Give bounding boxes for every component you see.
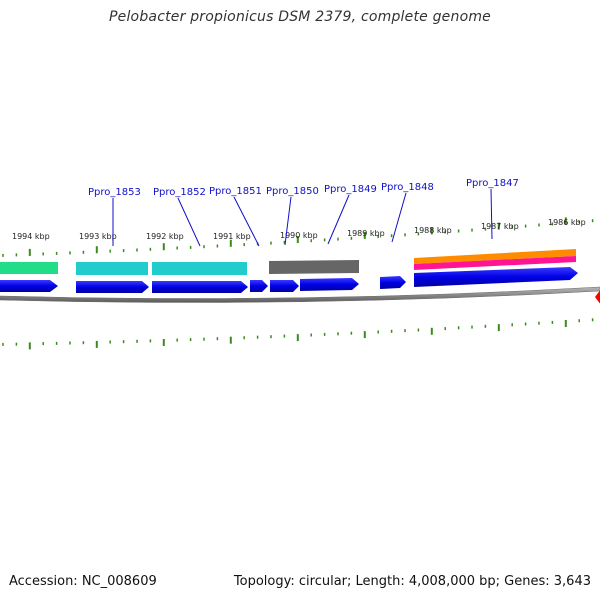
feature-bar-green[interactable] — [0, 262, 58, 274]
cds-arrow-6[interactable] — [300, 278, 359, 291]
kbp-label-1992: 1992 kbp — [146, 232, 184, 241]
kbp-label-1991: 1991 kbp — [213, 232, 251, 241]
cds-arrow-7[interactable] — [380, 276, 406, 289]
leader-line-1850 — [284, 196, 292, 246]
cds-arrow-3[interactable] — [152, 281, 248, 293]
genome-summary-text: Topology: circular; Length: 4,008,000 bp… — [233, 574, 591, 589]
feature-bars — [0, 249, 576, 275]
accession-text: Accession: NC_008609 — [9, 574, 157, 589]
feature-bar-cyan-2[interactable] — [152, 262, 247, 275]
cds-arrow-5[interactable] — [270, 280, 299, 292]
position-marker[interactable] — [595, 289, 600, 305]
kbp-label-1987: 1987 kbp — [481, 222, 519, 231]
label-leader-lines — [112, 188, 493, 247]
leader-line-1852 — [177, 197, 201, 247]
kbp-label-1988: 1988 kbp — [414, 226, 452, 235]
kbp-label-1993: 1993 kbp — [79, 232, 117, 241]
gene-labels: Ppro_1853 Ppro_1852 Ppro_1851 Ppro_1850 … — [88, 178, 519, 198]
kbp-scale-bottom — [2, 318, 594, 350]
feature-bar-cyan-1[interactable] — [76, 262, 148, 275]
gene-label-ppro-1848[interactable]: Ppro_1848 — [381, 182, 434, 193]
gene-label-ppro-1847[interactable]: Ppro_1847 — [466, 178, 519, 189]
leader-line-1848 — [391, 192, 407, 243]
kbp-label-1989: 1989 kbp — [347, 229, 385, 238]
feature-bar-orange[interactable] — [414, 249, 576, 264]
feature-bar-gray[interactable] — [269, 260, 359, 274]
feature-bar-pink[interactable] — [414, 256, 576, 270]
cds-arrow-1[interactable] — [0, 280, 58, 292]
kbp-label-1994: 1994 kbp — [12, 232, 50, 241]
gene-label-ppro-1850[interactable]: Ppro_1850 — [266, 186, 319, 197]
leader-line-1849 — [327, 194, 350, 245]
cds-arrow-4[interactable] — [250, 280, 268, 292]
gene-label-ppro-1853[interactable]: Ppro_1853 — [88, 187, 141, 198]
kbp-label-1990: 1990 kbp — [280, 231, 318, 240]
cds-arrows — [0, 267, 578, 293]
cds-arrow-8[interactable] — [414, 267, 578, 287]
gene-label-ppro-1851[interactable]: Ppro_1851 — [209, 186, 262, 197]
gene-label-ppro-1852[interactable]: Ppro_1852 — [153, 187, 206, 198]
cds-arrow-2[interactable] — [76, 281, 149, 293]
genome-title: Pelobacter propionicus DSM 2379, complet… — [109, 9, 491, 25]
kbp-scale-top — [2, 217, 594, 257]
kbp-labels: 1994 kbp 1993 kbp 1992 kbp 1991 kbp 1990… — [12, 218, 586, 241]
kbp-label-1986: 1986 kbp — [548, 218, 586, 227]
genome-backbone — [0, 286, 600, 303]
gene-label-ppro-1849[interactable]: Ppro_1849 — [324, 184, 377, 195]
leader-line-1851 — [233, 196, 260, 247]
leader-line-1847 — [490, 188, 493, 240]
